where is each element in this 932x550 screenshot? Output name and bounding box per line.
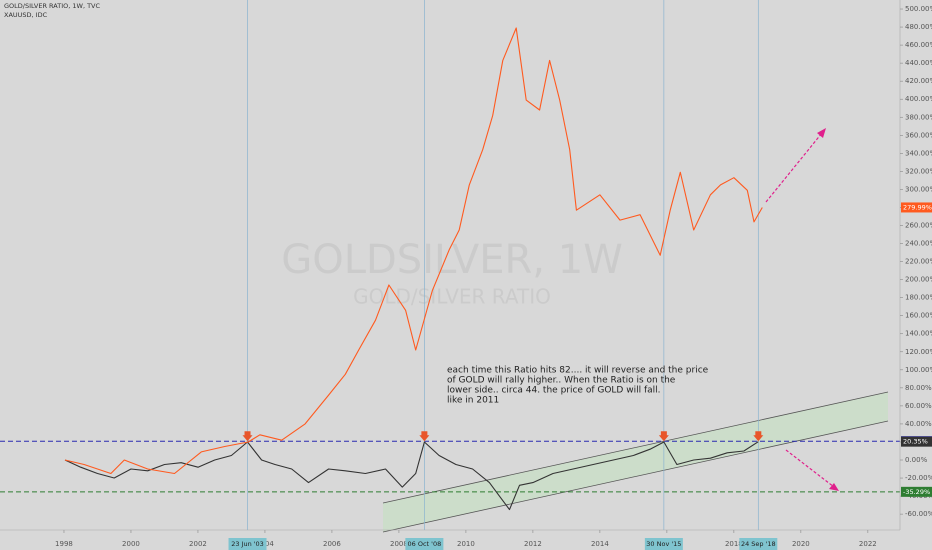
watermark-sub: GOLD/SILVER RATIO xyxy=(353,285,551,309)
y-tick-label: 380.00% xyxy=(905,113,932,121)
x-tick-label: 1998 xyxy=(55,540,73,548)
y-tick-label: 140.00% xyxy=(905,330,932,338)
x-tick-label: 2022 xyxy=(859,540,877,548)
y-tick-label: 180.00% xyxy=(905,294,932,302)
y-tick-label: 40.00% xyxy=(905,420,932,428)
y-tick-label: 400.00% xyxy=(905,95,932,103)
date-marker-label: 30 Nov '15 xyxy=(646,540,681,548)
y-tick-label: 500.00% xyxy=(905,5,932,13)
y-tick-label: -60.00% xyxy=(905,510,932,518)
series-line xyxy=(64,441,759,511)
annotation-line: of GOLD will rally higher.. When the Rat… xyxy=(447,376,676,386)
arrow-down-head xyxy=(829,483,839,491)
channel-fill xyxy=(383,392,888,532)
y-tick-label: 440.00% xyxy=(905,59,932,67)
date-marker-label-bg xyxy=(228,538,267,550)
x-tick-label: 2014 xyxy=(591,540,609,548)
reversal-arrow xyxy=(658,431,669,442)
x-tick-label: 2020 xyxy=(792,540,810,548)
x-tick-label: 2006 xyxy=(323,540,341,548)
date-marker-label-bg xyxy=(739,538,778,550)
annotation: each time this Ratio hits 82.... it will… xyxy=(447,366,709,406)
y-tick-label: 160.00% xyxy=(905,312,932,320)
x-tick-label: 2000 xyxy=(122,540,140,548)
channel-upper xyxy=(382,391,889,504)
date-marker-label-bg xyxy=(405,538,444,550)
y-tick-label: 420.00% xyxy=(905,77,932,85)
level-label: -35.29% xyxy=(903,488,930,496)
last-value-label: 279.99% xyxy=(903,203,932,211)
y-tick-label: 300.00% xyxy=(905,185,932,193)
x-tick-label: 2008 xyxy=(390,540,408,548)
plot xyxy=(0,0,900,530)
x-tick-label: 2002 xyxy=(189,540,207,548)
y-tick-label: 200.00% xyxy=(905,276,932,284)
trend-arrows xyxy=(765,128,839,491)
date-marker-label: 06 Oct '08 xyxy=(408,540,442,548)
y-tick-label: -20.00% xyxy=(905,474,932,482)
x-tick-label: 2012 xyxy=(524,540,542,548)
legend-entry: GOLD/SILVER RATIO, 1W, TVC xyxy=(4,2,100,10)
level-label-bg xyxy=(901,486,932,497)
date-marker-label: 23 Jun '03 xyxy=(231,540,264,548)
annotation-line: like in 2011 xyxy=(447,396,499,406)
date-marker-label-bg xyxy=(644,538,683,550)
last-value-bg xyxy=(901,202,932,213)
y-tick-label: 360.00% xyxy=(905,131,932,139)
reversal-arrow xyxy=(753,431,764,442)
x-tick-label: 2018 xyxy=(725,540,743,548)
legend-entry: XAUUSD, IDC xyxy=(4,11,48,19)
annotation-line: each time this Ratio hits 82.... it will… xyxy=(447,366,709,376)
arrow-up-head xyxy=(817,128,826,138)
y-tick-label: 0.00% xyxy=(905,456,928,464)
y-tick-label: 120.00% xyxy=(905,348,932,356)
y-tick-label: 80.00% xyxy=(905,384,932,392)
y-tick-label: 480.00% xyxy=(905,23,932,31)
annotation-line: lower side.. circa 44. the price of GOLD… xyxy=(447,386,661,396)
channel-lower xyxy=(382,420,889,533)
y-tick-label: 320.00% xyxy=(905,167,932,175)
y-tick-label: 240.00% xyxy=(905,240,932,248)
last-value-bg xyxy=(901,436,932,447)
last-value-label: 20.35% xyxy=(903,438,928,446)
y-tick-label: 260.00% xyxy=(905,221,932,229)
y-tick-label: 60.00% xyxy=(905,402,932,410)
drawings xyxy=(382,391,889,533)
y-tick-label: 100.00% xyxy=(905,366,932,374)
y-tick-label: 340.00% xyxy=(905,149,932,157)
date-marker-label: 24 Sep '18 xyxy=(741,540,776,548)
series-line xyxy=(64,27,763,475)
reversal-arrow xyxy=(242,431,253,442)
arrow-down xyxy=(785,449,835,488)
y-tick-label: 220.00% xyxy=(905,258,932,266)
x-tick-label: 2010 xyxy=(457,540,475,548)
reversal-arrow xyxy=(419,431,430,442)
y-tick-label: 460.00% xyxy=(905,41,932,49)
